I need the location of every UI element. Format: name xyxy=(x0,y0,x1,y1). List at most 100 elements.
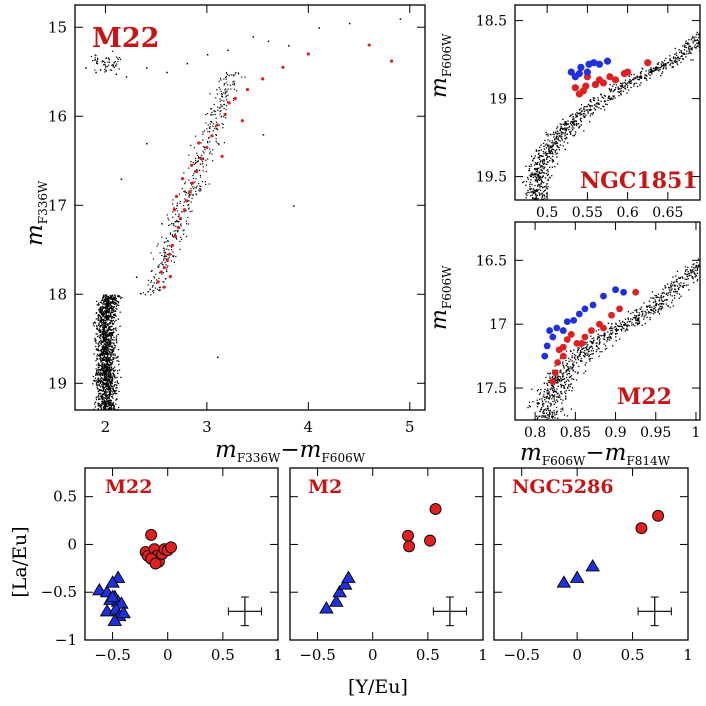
y-tick-label: 19.5 xyxy=(476,170,507,186)
star-point xyxy=(186,62,189,65)
panel-title-abund-m22: M22 xyxy=(105,476,152,498)
rgb-red-point xyxy=(306,52,310,56)
xlabel-cmd-f336w: mF336W−mF606W xyxy=(215,437,366,465)
plot-cmd-f336w: 2 3 4 5 15 16 17 18 19 xyxy=(48,4,426,436)
x-tick-label: 0.6 xyxy=(616,205,638,221)
red-star-marker xyxy=(632,288,640,296)
y-tick-label: 17 xyxy=(48,196,67,214)
panel-abund-m2: −0.5 0 0.5 1 M2 xyxy=(289,467,488,664)
rgb-red-point xyxy=(165,258,169,263)
red-star-marker xyxy=(611,76,620,84)
x-tick-label: 1 xyxy=(478,646,488,664)
x-tick-label: 5 xyxy=(405,418,415,436)
star-point xyxy=(146,67,148,69)
red-star-marker xyxy=(563,336,571,343)
rgb-red-point xyxy=(205,145,209,150)
plot-cmd-m22-f814w: 0.8 0.85 0.9 0.95 1 16.5 17 17.5 xyxy=(476,221,701,441)
circle-marker xyxy=(149,557,162,570)
shared-ylabel: [La/Eu] xyxy=(9,526,31,597)
triangle-marker xyxy=(585,559,600,572)
rgb-red-point xyxy=(178,217,183,221)
rgb-red-point xyxy=(190,163,194,167)
xlabel-cmd-f814w: mF606W−mF814W xyxy=(520,440,671,468)
rgb-red-point xyxy=(173,234,178,239)
rgb-red-point xyxy=(156,280,160,284)
star-point xyxy=(262,134,265,136)
rgb-red-point xyxy=(261,77,265,81)
x-tick-label: 0.9 xyxy=(604,425,626,441)
star-point xyxy=(399,18,402,20)
circle-marker xyxy=(424,534,437,547)
red-star-marker xyxy=(624,68,632,76)
red-star-marker xyxy=(606,73,614,81)
blue-star-marker xyxy=(600,292,607,300)
blue-star-marker xyxy=(546,327,553,334)
ylabel-cmd-f814w: mF606W xyxy=(427,265,454,330)
y-tick-label: 18.5 xyxy=(476,14,507,30)
y-tick-label: 16 xyxy=(48,107,67,125)
rgb-red-point xyxy=(220,154,224,158)
x-tick-label: 0 xyxy=(572,646,582,664)
rgb-red-point xyxy=(184,199,189,203)
y-tick-label: 16.5 xyxy=(476,253,507,269)
red-star-marker xyxy=(559,343,567,351)
plot-frame xyxy=(289,467,484,641)
x-tick-label: 2 xyxy=(101,418,111,436)
star-point xyxy=(293,205,295,207)
red-star-marker xyxy=(554,359,562,366)
rgb-red-point xyxy=(367,43,371,47)
blue-star-marker xyxy=(595,60,604,68)
red-star-marker xyxy=(581,333,589,341)
y-tick-label: −1 xyxy=(55,631,77,649)
star-point xyxy=(267,40,270,43)
triangle-marker xyxy=(114,596,129,609)
x-tick-label: 0.5 xyxy=(211,646,235,664)
star-point xyxy=(166,71,168,74)
blue-star-marker xyxy=(563,318,571,326)
star-point xyxy=(125,76,128,78)
shared-xlabel: [Y/Eu] xyxy=(348,676,408,698)
blue-star-marker xyxy=(612,286,619,294)
panel-cmd-m22-f814w: 0.8 0.85 0.9 0.95 1 16.5 17 17.5 M22 mF606W−mF8… xyxy=(427,221,701,468)
star-point xyxy=(105,69,107,72)
triangle-marker xyxy=(556,575,572,588)
rgb-red-point xyxy=(180,176,185,181)
plot-abund-m2: −0.5 0 0.5 1 xyxy=(289,467,488,664)
star-point xyxy=(115,338,118,341)
x-tick-label: 0.55 xyxy=(572,205,603,221)
triangle-marker xyxy=(332,584,347,598)
red-star-marker xyxy=(578,339,586,347)
rgb-red-point xyxy=(182,208,187,212)
rgb-red-point xyxy=(168,274,172,279)
rgb-red-point xyxy=(174,194,179,198)
triangle-marker xyxy=(92,582,107,596)
circle-marker xyxy=(402,529,414,542)
rgb-red-point xyxy=(233,96,237,101)
rgb-red-point xyxy=(195,169,199,174)
y-tick-label: 17 xyxy=(489,317,507,333)
star-point xyxy=(161,223,163,225)
plot-abund-m22: −0.5 0 0.5 1 −1 −0.5 0 0.5 xyxy=(41,467,283,664)
x-tick-label: 0 xyxy=(368,646,378,664)
rgb-red-point xyxy=(389,59,394,63)
y-tick-label: 0.5 xyxy=(53,488,77,506)
x-tick-label: 1 xyxy=(273,646,283,664)
red-star-marker xyxy=(571,84,579,92)
xlabel-sub1: F336W xyxy=(237,451,281,465)
red-star-marker xyxy=(608,311,615,319)
circle-marker xyxy=(635,522,648,535)
star-point xyxy=(252,36,255,38)
x-tick-label: −0.5 xyxy=(94,646,130,664)
x-tick-label: 0.8 xyxy=(524,425,546,441)
red-star-marker xyxy=(582,82,590,90)
red-star-marker xyxy=(559,352,567,360)
rgb-red-point xyxy=(227,101,231,105)
blue-star-marker xyxy=(577,63,585,71)
triangle-marker xyxy=(105,575,120,588)
blue-star-marker xyxy=(583,68,591,76)
plot-abund-ngc5286: −0.5 0 0.5 1 xyxy=(493,467,693,664)
blue-star-marker xyxy=(590,59,598,67)
rgb-red-point xyxy=(172,208,177,212)
blue-star-marker xyxy=(543,342,551,350)
red-star-marker xyxy=(600,324,607,332)
